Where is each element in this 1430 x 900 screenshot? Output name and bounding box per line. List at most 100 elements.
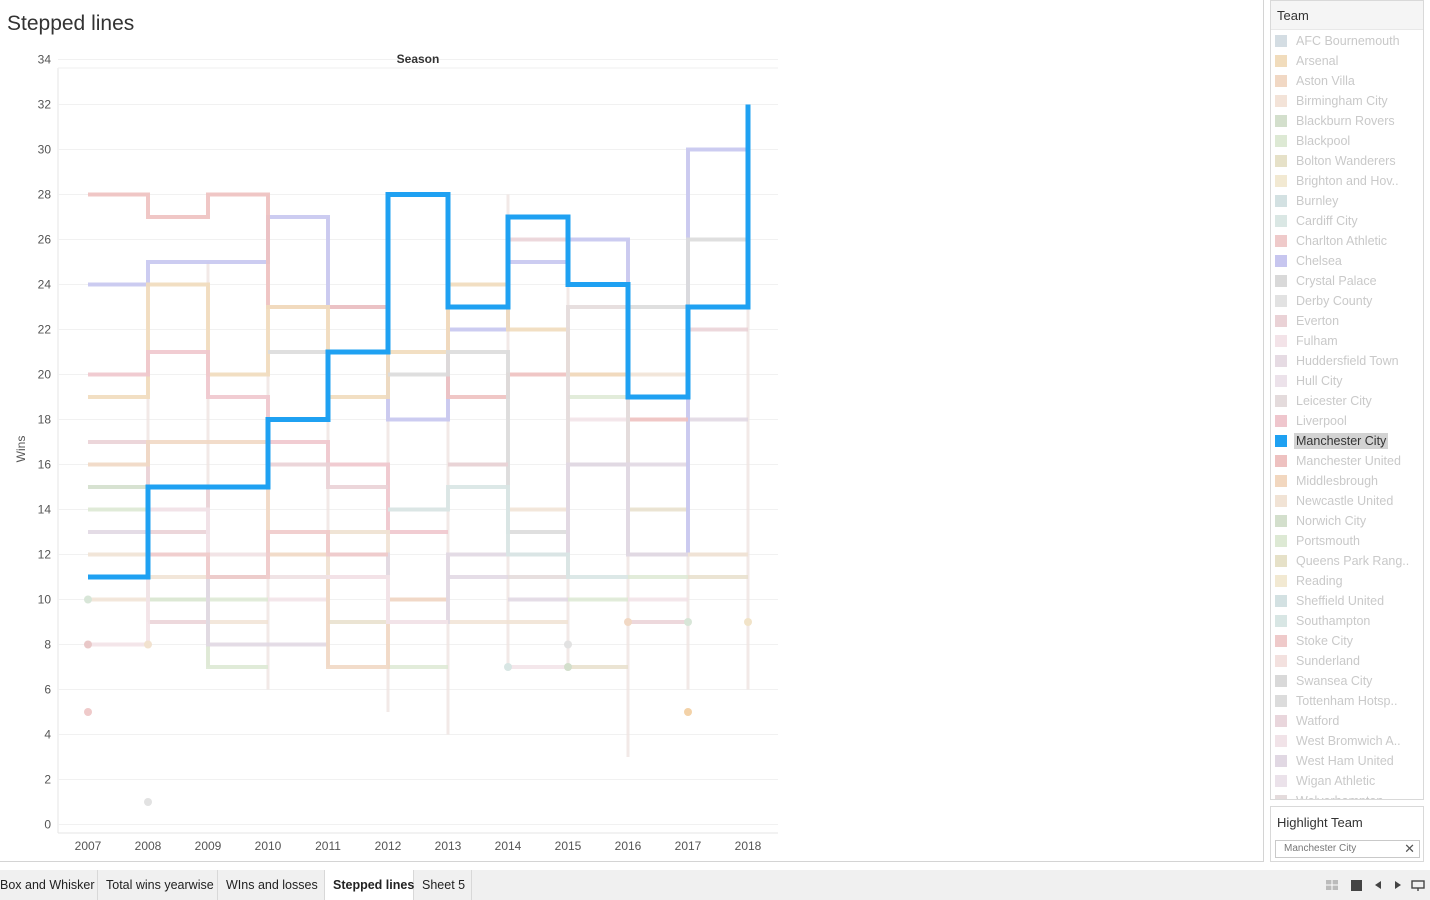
legend-item[interactable]: Leicester City xyxy=(1275,391,1374,411)
team-legend[interactable]: Team AFC Bournemouth Arsenal Aston Villa Bi… xyxy=(1270,0,1424,800)
presentation-icon[interactable] xyxy=(1411,878,1425,892)
legend-item[interactable]: Blackburn Rovers xyxy=(1275,111,1397,131)
legend-item[interactable]: AFC Bournemouth xyxy=(1275,31,1402,51)
data-point-marker[interactable] xyxy=(144,640,152,649)
x-tick-label: 2016 xyxy=(615,839,642,853)
legend-item[interactable]: Queens Park Rang.. xyxy=(1275,551,1411,571)
legend-swatch xyxy=(1275,655,1287,667)
legend-item[interactable]: Crystal Palace xyxy=(1275,271,1379,291)
data-point-marker[interactable] xyxy=(744,618,752,626)
series-line-southampton[interactable] xyxy=(388,485,628,579)
data-point-marker[interactable] xyxy=(84,640,92,649)
legend-item[interactable]: Portsmouth xyxy=(1275,531,1362,551)
legend-item[interactable]: Blackpool xyxy=(1275,131,1352,151)
legend-item[interactable]: Stoke City xyxy=(1275,631,1355,651)
legend-item[interactable]: West Bromwich A.. xyxy=(1275,731,1403,751)
highlight-team-input[interactable]: Manchester City ✕ xyxy=(1275,840,1420,858)
series-line-manchester-city[interactable] xyxy=(88,104,751,580)
x-icon[interactable]: ✕ xyxy=(1404,841,1415,856)
legend-label: Liverpool xyxy=(1296,414,1347,428)
legend-item[interactable]: Manchester United xyxy=(1275,451,1403,471)
legend-label: Reading xyxy=(1296,574,1343,588)
series-line-arsenal[interactable] xyxy=(88,282,628,399)
filmstrip-icon[interactable] xyxy=(1350,878,1362,892)
legend-label: Sunderland xyxy=(1296,654,1360,668)
legend-item[interactable]: West Ham United xyxy=(1275,751,1396,771)
legend-label: Huddersfield Town xyxy=(1296,354,1399,368)
sheet-tab[interactable]: Stepped lines xyxy=(325,870,414,900)
legend-item[interactable]: Norwich City xyxy=(1275,511,1368,531)
legend-item[interactable]: Everton xyxy=(1275,311,1341,331)
sheet-tab[interactable]: Total wins yearwise xyxy=(98,870,218,900)
legend-label: Queens Park Rang.. xyxy=(1296,554,1410,568)
legend-label: Chelsea xyxy=(1296,254,1342,268)
legend-item[interactable]: Burnley xyxy=(1275,191,1340,211)
x-tick-label: 2009 xyxy=(195,839,222,853)
legend-item[interactable]: Chelsea xyxy=(1275,251,1344,271)
legend-swatch xyxy=(1275,355,1287,367)
sheet-tab[interactable]: WIns and losses xyxy=(218,870,325,900)
legend-label: Aston Villa xyxy=(1296,74,1355,88)
legend-item[interactable]: Charlton Athletic xyxy=(1275,231,1389,251)
data-point-marker[interactable] xyxy=(144,798,152,806)
legend-label: Arsenal xyxy=(1296,54,1339,68)
legend-item[interactable]: Bolton Wanderers xyxy=(1275,151,1398,171)
y-tick-label: 12 xyxy=(38,548,52,562)
legend-item[interactable]: Wigan Athletic xyxy=(1275,771,1377,791)
legend-item[interactable]: Newcastle United xyxy=(1275,491,1395,511)
legend-item[interactable]: Watford xyxy=(1275,711,1341,731)
legend-swatch xyxy=(1275,175,1287,187)
legend-swatch xyxy=(1275,575,1287,587)
legend-item[interactable]: Middlesbrough xyxy=(1275,471,1380,491)
legend-item[interactable]: Manchester City xyxy=(1275,431,1389,451)
legend-item[interactable]: Liverpool xyxy=(1275,411,1349,431)
data-point-marker[interactable] xyxy=(684,708,692,716)
y-tick-label: 28 xyxy=(38,188,52,202)
y-tick-label: 0 xyxy=(44,818,51,832)
legend-item[interactable]: Swansea City xyxy=(1275,671,1374,691)
sheet-tab[interactable]: Sheet 5 xyxy=(414,870,472,900)
previous-sheet-icon[interactable] xyxy=(1373,878,1383,892)
data-point-marker[interactable] xyxy=(684,618,692,626)
legend-label: Norwich City xyxy=(1296,514,1367,528)
legend-item[interactable]: Huddersfield Town xyxy=(1275,351,1401,371)
series-line-portsmouth[interactable] xyxy=(88,507,268,669)
series-line-stoke-city[interactable] xyxy=(148,530,388,579)
legend-label: Derby County xyxy=(1296,294,1373,308)
y-tick-label: 14 xyxy=(38,503,52,517)
legend-swatch xyxy=(1275,335,1287,347)
legend-swatch xyxy=(1275,675,1287,687)
legend-swatch xyxy=(1275,55,1287,67)
legend-item[interactable]: Wolverhampton xyxy=(1275,791,1385,799)
y-tick-label: 30 xyxy=(38,143,52,157)
legend-swatch xyxy=(1275,295,1287,307)
legend-item[interactable]: Birmingham City xyxy=(1275,91,1390,111)
legend-item[interactable]: Sheffield United xyxy=(1275,591,1386,611)
legend-item[interactable]: Tottenham Hotsp.. xyxy=(1275,691,1399,711)
data-point-marker[interactable] xyxy=(624,618,632,626)
data-point-marker[interactable] xyxy=(84,708,92,716)
data-point-marker[interactable] xyxy=(84,595,92,604)
legend-swatch xyxy=(1275,235,1287,247)
legend-item[interactable]: Brighton and Hov.. xyxy=(1275,171,1401,191)
data-point-marker[interactable] xyxy=(564,663,572,671)
legend-item[interactable]: Sunderland xyxy=(1275,651,1362,671)
x-tick-label: 2015 xyxy=(555,839,582,853)
legend-item[interactable]: Hull City xyxy=(1275,371,1345,391)
legend-swatch xyxy=(1275,615,1287,627)
legend-item[interactable]: Cardiff City xyxy=(1275,211,1360,231)
legend-label: AFC Bournemouth xyxy=(1296,34,1400,48)
highlight-team-title: Highlight Team xyxy=(1277,815,1363,830)
sheet-tab[interactable]: Box and Whisker xyxy=(0,870,98,900)
grid-view-icon[interactable] xyxy=(1326,878,1338,892)
legend-item[interactable]: Fulham xyxy=(1275,331,1340,351)
data-point-marker[interactable] xyxy=(504,663,512,671)
legend-item[interactable]: Arsenal xyxy=(1275,51,1340,71)
next-sheet-icon[interactable] xyxy=(1393,878,1403,892)
legend-item[interactable]: Reading xyxy=(1275,571,1345,591)
data-point-marker[interactable] xyxy=(564,640,572,649)
legend-item[interactable]: Aston Villa xyxy=(1275,71,1357,91)
legend-item[interactable]: Southampton xyxy=(1275,611,1372,631)
legend-item[interactable]: Derby County xyxy=(1275,291,1374,311)
